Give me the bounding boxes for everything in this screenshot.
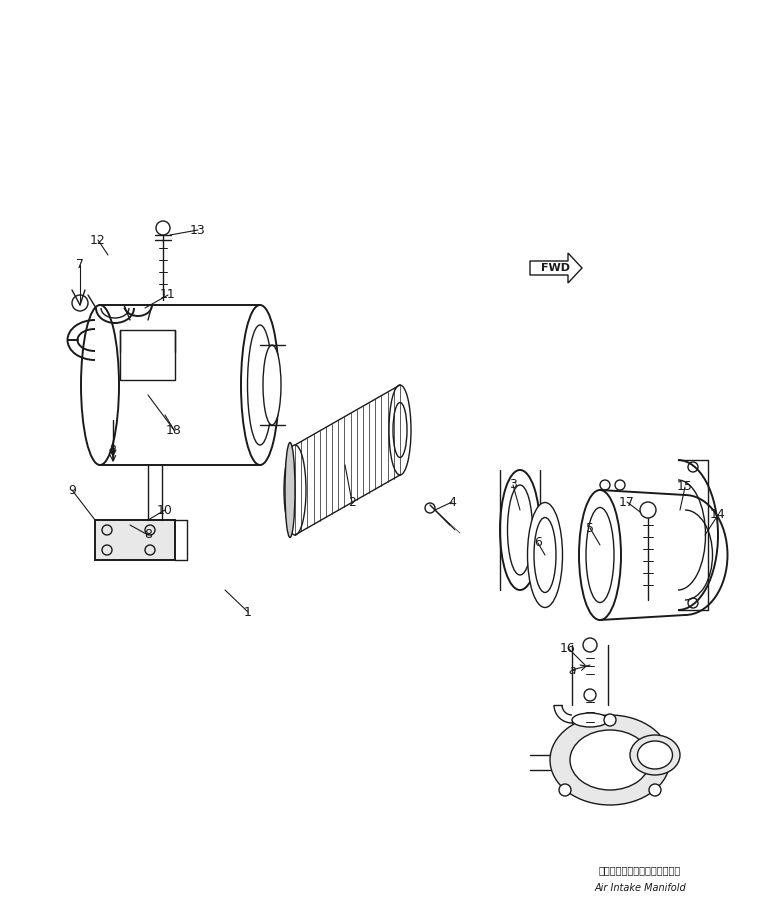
Bar [95, 520, 175, 560]
Text: 17: 17 [619, 496, 635, 509]
Text: 7: 7 [76, 259, 84, 272]
Text: Air Intake Manifold: Air Intake Manifold [594, 883, 686, 893]
Text: 1: 1 [244, 606, 252, 619]
Text: エアーインテークマニホールド: エアーインテークマニホールド [599, 865, 681, 875]
Ellipse shape [508, 485, 532, 575]
Text: 13: 13 [190, 223, 206, 236]
Circle shape [604, 714, 616, 726]
Text: a: a [568, 663, 576, 676]
Circle shape [649, 784, 661, 796]
Text: a: a [109, 442, 115, 455]
Ellipse shape [263, 345, 281, 425]
Ellipse shape [284, 445, 306, 535]
Text: 11: 11 [160, 288, 176, 302]
Text: 3: 3 [509, 479, 517, 491]
Ellipse shape [81, 305, 119, 465]
Ellipse shape [630, 735, 680, 775]
Circle shape [559, 784, 571, 796]
Ellipse shape [500, 470, 540, 590]
Text: 15: 15 [677, 480, 693, 493]
Ellipse shape [389, 385, 411, 475]
Ellipse shape [550, 715, 670, 805]
Ellipse shape [579, 490, 621, 620]
Ellipse shape [572, 713, 608, 727]
Circle shape [583, 638, 597, 652]
Ellipse shape [638, 741, 673, 769]
Text: 12: 12 [90, 233, 106, 246]
Text: 9: 9 [68, 483, 76, 497]
Ellipse shape [534, 518, 556, 593]
Text: 18: 18 [166, 424, 182, 436]
Text: 2: 2 [348, 496, 356, 509]
Text: 16: 16 [560, 641, 576, 654]
Polygon shape [530, 253, 582, 283]
Ellipse shape [586, 508, 614, 602]
Ellipse shape [241, 305, 279, 465]
Ellipse shape [528, 502, 563, 608]
Text: 4: 4 [448, 496, 456, 509]
Circle shape [640, 502, 656, 518]
Text: 6: 6 [534, 536, 542, 550]
Text: FWD: FWD [540, 263, 570, 273]
Text: 8: 8 [144, 529, 152, 542]
Ellipse shape [247, 325, 273, 445]
Text: 14: 14 [710, 509, 726, 522]
Ellipse shape [570, 730, 650, 790]
Ellipse shape [285, 443, 295, 537]
Text: 5: 5 [586, 522, 594, 534]
Ellipse shape [393, 403, 407, 458]
Circle shape [156, 221, 170, 235]
Bar [120, 330, 175, 380]
Text: 10: 10 [157, 503, 173, 516]
